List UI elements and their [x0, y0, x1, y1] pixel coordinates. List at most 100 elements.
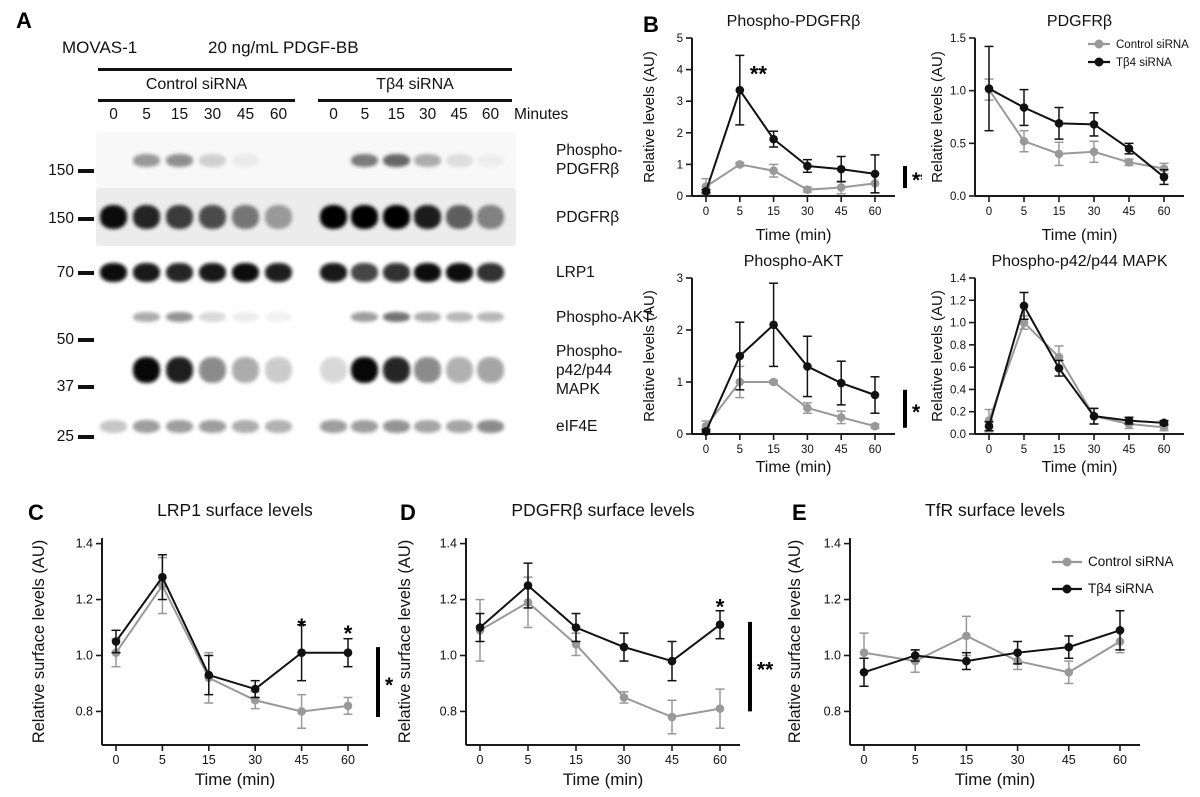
svg-text:0: 0 — [677, 429, 683, 441]
blot-band — [382, 312, 410, 322]
series-control-sirna — [111, 556, 353, 729]
y-axis-label: Relative surface levels (AU) — [396, 540, 414, 744]
chart-svg: 0.8 1.0 1.2 1.4 0 5 15 30 45 60 LRP1 surface level… — [30, 500, 394, 789]
chart-title: TfR surface levels — [925, 500, 1065, 520]
blot-band — [414, 419, 442, 433]
blot-band — [445, 205, 473, 229]
blot-row-phospho-akt: 50 Phospho-AKT — [0, 300, 690, 349]
blot-band — [320, 262, 347, 282]
y-axis-label: Relative levels (AU) — [929, 290, 946, 422]
x-axis-label: Time (min) — [563, 770, 644, 789]
blot-band — [265, 357, 292, 383]
mw-marker: 150 — [30, 162, 94, 180]
blot-band — [133, 205, 160, 229]
chart-svg: 0.8 1.0 1.2 1.4 0 5 15 30 45 60 PDGFRβ surface lev… — [396, 500, 774, 789]
svg-text:4: 4 — [677, 65, 684, 77]
significance-annotation: * — [903, 389, 921, 428]
svg-text:0: 0 — [113, 753, 120, 767]
blot-row-pdgfr-: 150 PDGFRβ — [0, 188, 690, 246]
panel-label-c: C — [28, 500, 44, 525]
chart-pdgfrb-surface: 0.8 1.0 1.2 1.4 0 5 15 30 45 60 PDGFRβ surface lev… — [396, 498, 782, 793]
significance-annotation: * — [344, 621, 353, 646]
blot-band — [476, 419, 504, 433]
x-axis-label: Time (min) — [1042, 459, 1118, 476]
blot-band — [133, 419, 160, 433]
chart-pdgfrb: 0.0 0.5 1.0 1.5 0 5 15 30 45 60 PDGFRβ Relative lev… — [928, 8, 1196, 248]
svg-text:1: 1 — [677, 377, 683, 389]
svg-text:0: 0 — [477, 753, 484, 767]
svg-text:1.2: 1.2 — [76, 593, 93, 607]
svg-text:0.0: 0.0 — [950, 191, 966, 203]
lane-group-control — [100, 190, 292, 244]
legend: Control siRNA Tβ4 siRNA — [1088, 39, 1189, 69]
svg-text:0: 0 — [703, 206, 709, 218]
blot-band — [382, 357, 410, 383]
blot-band — [414, 262, 442, 282]
mw-marker: 37 — [30, 378, 94, 396]
lane-group-tb4 — [320, 190, 504, 244]
blot-row-phospho-pdgfr-: 150 Phospho- PDGFRβ — [0, 132, 690, 188]
cell-line-label: MOVAS-1 — [62, 38, 138, 57]
svg-text:1.2: 1.2 — [824, 593, 841, 607]
blot-band — [445, 153, 473, 167]
svg-text:15: 15 — [1053, 444, 1066, 456]
time-unit-label: Minutes — [514, 106, 569, 123]
blot-row-label: PDGFRβ — [556, 208, 620, 226]
svg-text:1: 1 — [677, 159, 683, 171]
timepoint-label: 15 — [387, 106, 405, 123]
timepoint-label: 15 — [170, 106, 189, 123]
x-axis-label: Time (min) — [756, 459, 832, 476]
svg-text:60: 60 — [1158, 444, 1171, 456]
blot-band — [382, 205, 410, 229]
blot-band — [351, 153, 379, 167]
blot-band — [166, 262, 193, 282]
svg-text:0.8: 0.8 — [76, 704, 93, 718]
chart-title: Phospho-p42/p44 MAPK — [991, 253, 1167, 270]
blot-band — [476, 205, 504, 229]
lane-group-control — [100, 134, 292, 186]
svg-text:15: 15 — [202, 753, 216, 767]
svg-text:60: 60 — [341, 753, 355, 767]
svg-text:2: 2 — [677, 325, 683, 337]
y-axis-label: Relative levels (AU) — [641, 51, 658, 183]
svg-text:0: 0 — [986, 444, 992, 456]
blot-band — [232, 419, 259, 433]
svg-text:0: 0 — [986, 206, 992, 218]
svg-text:5: 5 — [737, 206, 743, 218]
significance-annotation: * — [376, 647, 394, 718]
lane-group-tb4 — [320, 406, 504, 446]
blot-band — [476, 153, 504, 167]
mw-marker: 150 — [30, 210, 94, 228]
svg-text:**: ** — [757, 659, 774, 682]
lane-group-tb4 — [320, 248, 504, 296]
series-control-sirna — [701, 160, 880, 196]
mw-marker: 70 — [30, 264, 94, 282]
lane-group-control — [100, 406, 292, 446]
blot-row-lrp1: 70 LRP1 — [0, 248, 690, 296]
chart-phospho-pdgfrb: 0 1 2 3 4 5 0 5 15 30 45 60 Phospho-PDGFRβ Relative l… — [640, 8, 922, 248]
timepoint-label: 60 — [481, 106, 500, 123]
svg-text:1.0: 1.0 — [76, 648, 93, 662]
blot-band — [100, 262, 127, 282]
svg-text:5: 5 — [1021, 206, 1027, 218]
blot-band — [166, 312, 193, 322]
svg-text:*: * — [385, 674, 394, 697]
timepoint-label: 5 — [142, 106, 151, 123]
blot-band — [476, 357, 504, 383]
timepoint-label: 0 — [109, 106, 118, 123]
legend-label: Control siRNA — [1088, 554, 1174, 569]
svg-text:0: 0 — [703, 444, 709, 456]
group-rule-control — [98, 99, 295, 102]
chart-lrp1-surface: 0.8 1.0 1.2 1.4 0 5 15 30 45 60 LRP1 surface level… — [30, 498, 398, 793]
blot-band — [445, 262, 473, 282]
blot-band — [232, 357, 259, 383]
blot-band — [382, 419, 410, 433]
blot-band — [133, 153, 160, 167]
significance-annotation: ** — [750, 62, 768, 87]
group-label-control: Control siRNA — [145, 76, 248, 93]
svg-text:*: * — [297, 614, 306, 639]
svg-text:1.2: 1.2 — [440, 593, 457, 607]
significance-annotation: ** — [748, 621, 774, 712]
blot-band — [476, 262, 504, 282]
